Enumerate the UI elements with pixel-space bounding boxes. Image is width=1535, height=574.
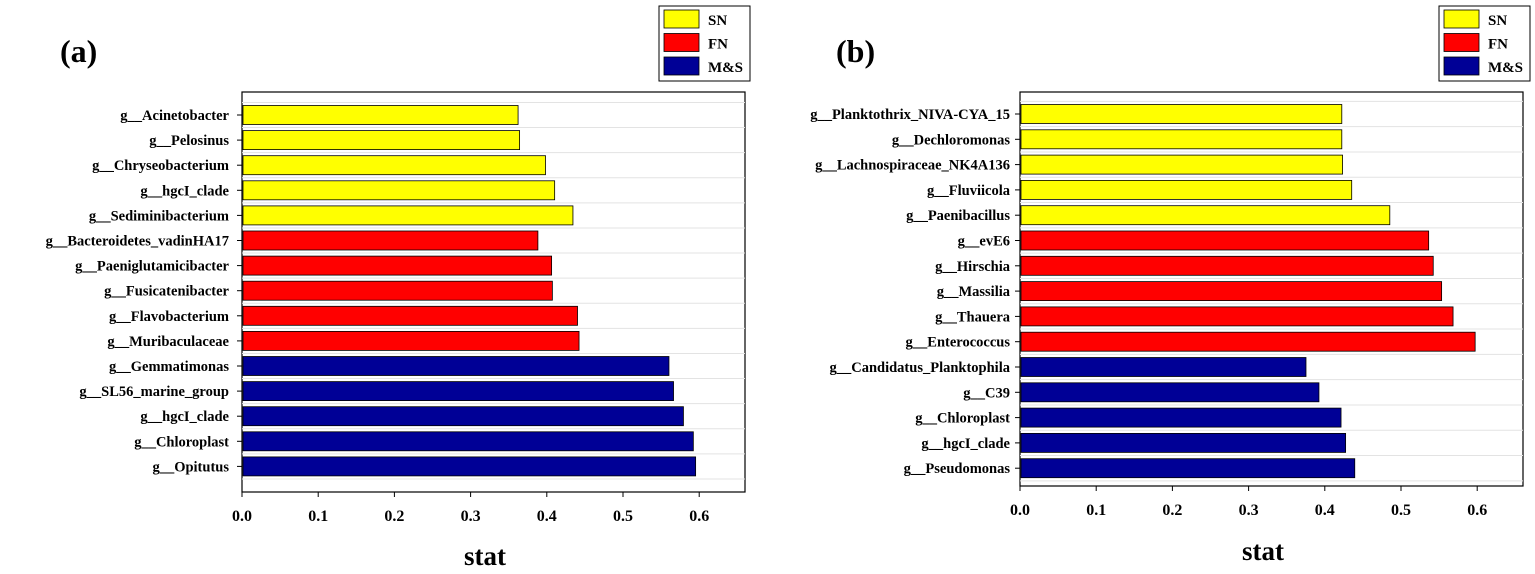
plot-frame <box>241 91 746 493</box>
category-label: g__Planktothrix_NIVA-CYA_15 <box>810 107 1010 123</box>
bar <box>1020 382 1320 403</box>
legend-swatch <box>1443 33 1480 52</box>
category-label: g__Pseudomonas <box>904 461 1011 477</box>
bar <box>242 105 519 125</box>
category-label: g__Thauera <box>935 309 1011 325</box>
bar <box>242 381 674 402</box>
category-label: g__C39 <box>963 385 1010 401</box>
category-label: g__Gemmatimonas <box>109 359 229 375</box>
bar <box>242 305 578 326</box>
category-label: g__hgcI_clade <box>140 183 229 199</box>
category-label: g__Bacteroidetes_vadinHA17 <box>46 234 229 250</box>
plot-frame <box>1019 91 1524 487</box>
category-label: g__Paeniglutamicibacter <box>75 259 229 275</box>
legend-label: FN <box>708 37 728 53</box>
bar <box>1020 129 1343 150</box>
bar <box>1020 331 1476 352</box>
x-tick-label: 0.3 <box>461 508 481 525</box>
category-label: g__Pelosinus <box>149 133 229 149</box>
bar <box>1020 357 1307 377</box>
x-tick-label: 0.6 <box>1467 502 1487 519</box>
category-label: g__Flavobacterium <box>109 309 229 325</box>
x-tick-label: 0.0 <box>1010 502 1030 519</box>
category-label: g__Hirschia <box>935 259 1011 275</box>
bar <box>242 155 546 176</box>
bar <box>242 230 539 251</box>
legend-label: SN <box>1488 13 1507 29</box>
x-tick-label: 0.2 <box>384 508 404 525</box>
bar <box>1020 230 1430 251</box>
panel-label: (b) <box>836 33 875 69</box>
bar <box>242 356 670 376</box>
bar <box>242 255 553 276</box>
legend-label: SN <box>708 13 727 29</box>
x-tick-label: 0.4 <box>537 508 557 525</box>
x-tick-label: 0.2 <box>1162 502 1182 519</box>
legend-swatch <box>1443 9 1480 29</box>
x-tick-label: 0.1 <box>308 508 328 525</box>
legend-label: M&S <box>1488 60 1523 76</box>
category-label: g__Chloroplast <box>134 434 229 450</box>
category-label: g__hgcI_clade <box>140 409 229 425</box>
bar <box>1020 281 1443 302</box>
x-axis-title: stat <box>464 541 506 571</box>
panel-label: (a) <box>60 33 97 69</box>
bar <box>1020 179 1353 200</box>
bar <box>242 130 521 151</box>
x-axis-title: stat <box>1242 536 1284 566</box>
category-label: g__Opitutus <box>152 459 229 475</box>
bar <box>1020 154 1343 175</box>
category-label: g__Massilia <box>937 284 1011 300</box>
category-label: g__Fluviicola <box>927 183 1011 199</box>
x-tick-label: 0.0 <box>232 508 252 525</box>
panel-a: g__Acinetobacter g__Pelosinus g__Chryseoba… <box>46 5 751 571</box>
x-tick-label: 0.3 <box>1239 502 1259 519</box>
bar <box>242 456 697 477</box>
legend-swatch <box>663 56 700 76</box>
category-label: g__Chloroplast <box>915 411 1010 427</box>
legend-swatch <box>663 9 700 29</box>
x-tick-label: 0.5 <box>613 508 633 525</box>
bar <box>1020 255 1434 276</box>
x-tick-label: 0.1 <box>1086 502 1106 519</box>
category-label: g__Enterococcus <box>906 335 1011 351</box>
legend: SN FN M&S <box>658 5 751 82</box>
category-label: g__Acinetobacter <box>120 108 229 124</box>
category-label: g__SL56_marine_group <box>79 384 229 400</box>
bar <box>1020 407 1342 428</box>
bar <box>242 330 580 351</box>
category-label: g__Muribaculaceae <box>107 334 229 350</box>
bar <box>242 280 553 301</box>
category-label: g__Paenibacillus <box>906 208 1010 224</box>
legend-label: M&S <box>708 60 743 76</box>
x-tick-label: 0.5 <box>1391 502 1411 519</box>
legend-label: FN <box>1488 37 1508 53</box>
panel-b: g__Planktothrix_NIVA-CYA_15 g__Dechloromo… <box>810 5 1531 566</box>
bar <box>242 180 556 201</box>
legend-swatch <box>663 33 700 52</box>
category-label: g__hgcI_clade <box>921 436 1010 452</box>
bar <box>1020 458 1356 479</box>
legend-swatch <box>1443 56 1480 76</box>
bar <box>1020 104 1343 124</box>
category-label: g__evE6 <box>958 234 1010 250</box>
bar <box>242 205 574 226</box>
category-label: g__Sediminibacterium <box>89 208 229 224</box>
x-tick-label: 0.4 <box>1315 502 1335 519</box>
category-label: g__Candidatus_Planktophila <box>829 360 1010 376</box>
category-label: g__Fusicatenibacter <box>104 284 229 300</box>
bar <box>1020 432 1347 453</box>
bar <box>242 406 684 427</box>
category-label: g__Chryseobacterium <box>92 158 229 174</box>
x-tick-label: 0.6 <box>689 508 709 525</box>
bar <box>242 431 694 452</box>
category-label: g__Lachnospiraceae_NK4A136 <box>815 158 1010 174</box>
legend: SN FN M&S <box>1438 5 1531 82</box>
bar <box>1020 306 1454 327</box>
category-label: g__Dechloromonas <box>892 132 1011 148</box>
bar <box>1020 205 1391 226</box>
